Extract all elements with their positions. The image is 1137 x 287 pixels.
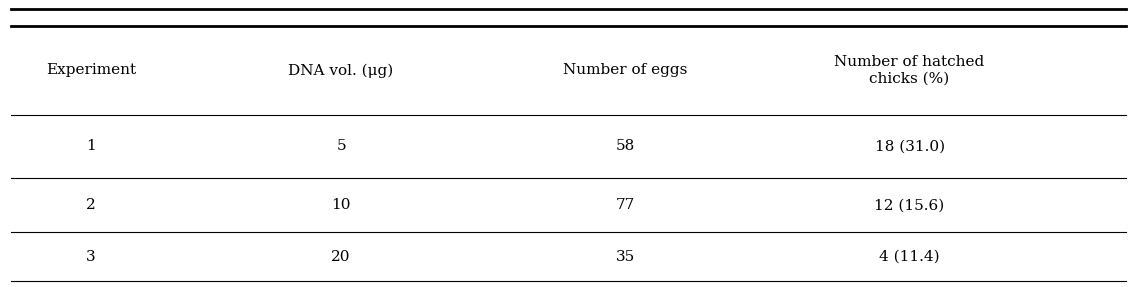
Text: 4 (11.4): 4 (11.4) [879,250,940,264]
Text: Number of hatched
chicks (%): Number of hatched chicks (%) [835,55,985,86]
Text: Experiment: Experiment [45,63,136,77]
Text: 12 (15.6): 12 (15.6) [874,198,945,212]
Text: 3: 3 [86,250,96,264]
Text: 10: 10 [331,198,351,212]
Text: 18 (31.0): 18 (31.0) [874,139,945,153]
Text: 58: 58 [616,139,634,153]
Text: 20: 20 [331,250,351,264]
Text: 35: 35 [616,250,634,264]
Text: DNA vol. (μg): DNA vol. (μg) [289,63,393,77]
Text: 2: 2 [86,198,96,212]
Text: 77: 77 [616,198,634,212]
Text: 5: 5 [337,139,346,153]
Text: 1: 1 [86,139,96,153]
Text: Number of eggs: Number of eggs [563,63,688,77]
